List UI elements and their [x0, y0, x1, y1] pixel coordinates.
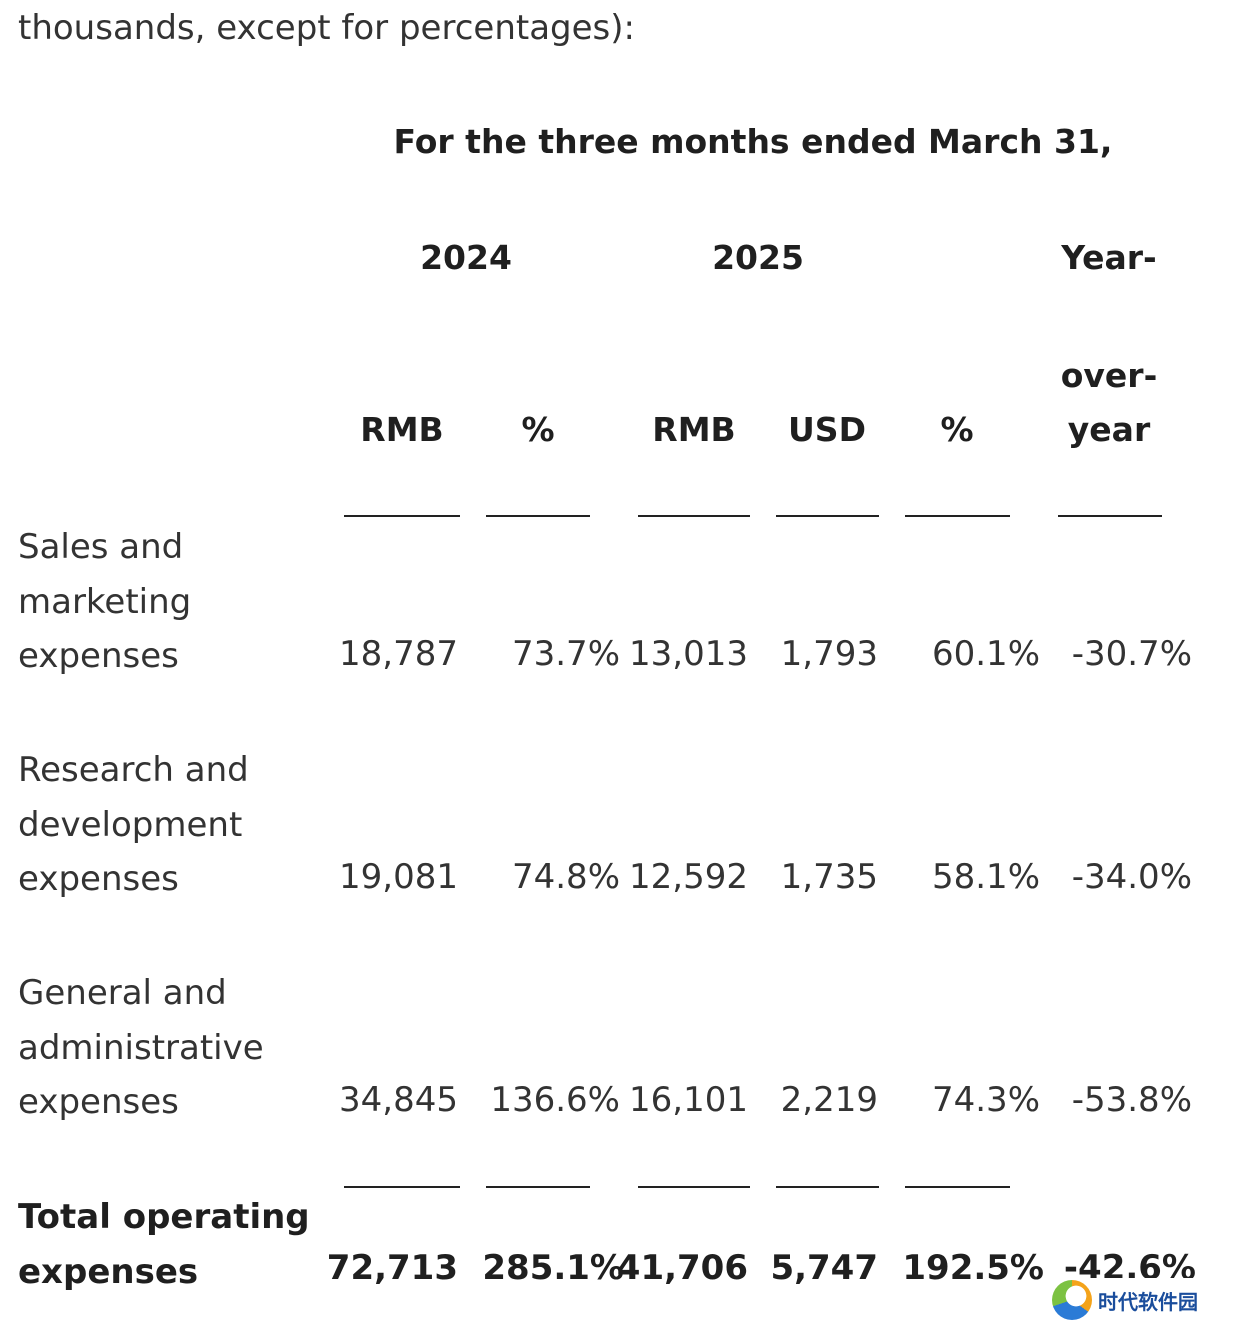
cell-yoy: -30.7%	[1071, 634, 1192, 674]
col-rmb-2025-header: RMB	[652, 410, 736, 449]
row-label-research-development: Research and development expenses	[18, 743, 318, 907]
total-usd-2025: 5,747	[770, 1248, 878, 1288]
total-pct-2024: 285.1%	[482, 1248, 624, 1288]
watermark-text: 时代软件园	[1098, 1289, 1198, 1314]
cell-rmb-2024: 19,081	[339, 857, 458, 897]
cell-pct-2024: 73.7%	[511, 634, 620, 674]
header-rule-usd-2025	[776, 515, 879, 517]
header-rule-yoy	[1058, 515, 1162, 517]
row-label-line: expenses	[18, 1251, 199, 1292]
cell-pct-2025: 58.1%	[931, 857, 1040, 897]
year-2025-header: 2025	[712, 238, 804, 277]
subtotal-rule-usd-2025	[776, 1186, 879, 1188]
cell-rmb-2024: 34,845	[339, 1080, 458, 1120]
row-label-line: marketing	[18, 581, 192, 622]
cell-usd-2025: 2,219	[780, 1080, 878, 1120]
row-label-line: expenses	[18, 859, 179, 899]
row-label-line: General and	[18, 973, 227, 1013]
subtotal-rule-pct-2024	[486, 1186, 590, 1188]
intro-text: thousands, except for percentages):	[18, 8, 635, 48]
col-pct-2024-header: %	[521, 410, 555, 449]
header-rule-pct-2025	[905, 515, 1010, 517]
cell-pct-2025: 60.1%	[931, 634, 1040, 674]
subtotal-rule-rmb-2025	[638, 1186, 750, 1188]
cell-rmb-2025: 12,592	[629, 857, 748, 897]
cell-rmb-2025: 16,101	[629, 1080, 748, 1120]
period-header: For the three months ended March 31,	[393, 122, 1113, 161]
header-rule-rmb-2025	[638, 515, 750, 517]
total-rmb-2024: 72,713	[326, 1248, 458, 1288]
row-label-line: administrative	[18, 1027, 264, 1068]
cell-usd-2025: 1,793	[780, 634, 878, 674]
cell-yoy: -34.0%	[1071, 857, 1192, 897]
cell-yoy: -53.8%	[1071, 1080, 1192, 1120]
total-rmb-2025: 41,706	[616, 1248, 748, 1288]
row-label-line: expenses	[18, 636, 179, 676]
watermark-logo-icon	[1052, 1280, 1092, 1320]
year-2024-header: 2024	[420, 238, 512, 277]
row-label-line: expenses	[18, 1082, 179, 1122]
yoy-header-line2: over-	[1060, 356, 1158, 395]
col-rmb-2024-header: RMB	[360, 410, 444, 449]
row-label-line: Total operating	[18, 1197, 310, 1237]
row-label-general-administrative: General and administrative expenses	[18, 966, 318, 1130]
cell-pct-2024: 74.8%	[511, 857, 620, 897]
total-pct-2025: 192.5%	[902, 1248, 1044, 1288]
cell-pct-2024: 136.6%	[490, 1080, 620, 1120]
cell-rmb-2025: 13,013	[629, 634, 748, 674]
col-pct-2025-header: %	[940, 410, 974, 449]
row-label-line: Research and	[18, 750, 249, 790]
cell-pct-2025: 74.3%	[931, 1080, 1040, 1120]
subtotal-rule-pct-2025	[905, 1186, 1010, 1188]
cell-rmb-2024: 18,787	[339, 634, 458, 674]
row-label-sales-marketing: Sales and marketing expenses	[18, 520, 318, 684]
yoy-header-line3: year	[1067, 410, 1151, 449]
yoy-header-line1: Year-	[1061, 238, 1157, 277]
subtotal-rule-rmb-2024	[344, 1186, 460, 1188]
cell-usd-2025: 1,735	[780, 857, 878, 897]
col-usd-2025-header: USD	[788, 410, 866, 449]
watermark: 时代软件园	[1052, 1278, 1222, 1322]
row-label-total-operating-expenses: Total operating expenses	[18, 1190, 318, 1299]
header-rule-pct-2024	[486, 515, 590, 517]
row-label-line: development	[18, 804, 243, 845]
header-rule-rmb-2024	[344, 515, 460, 517]
row-label-line: Sales and	[18, 527, 184, 567]
